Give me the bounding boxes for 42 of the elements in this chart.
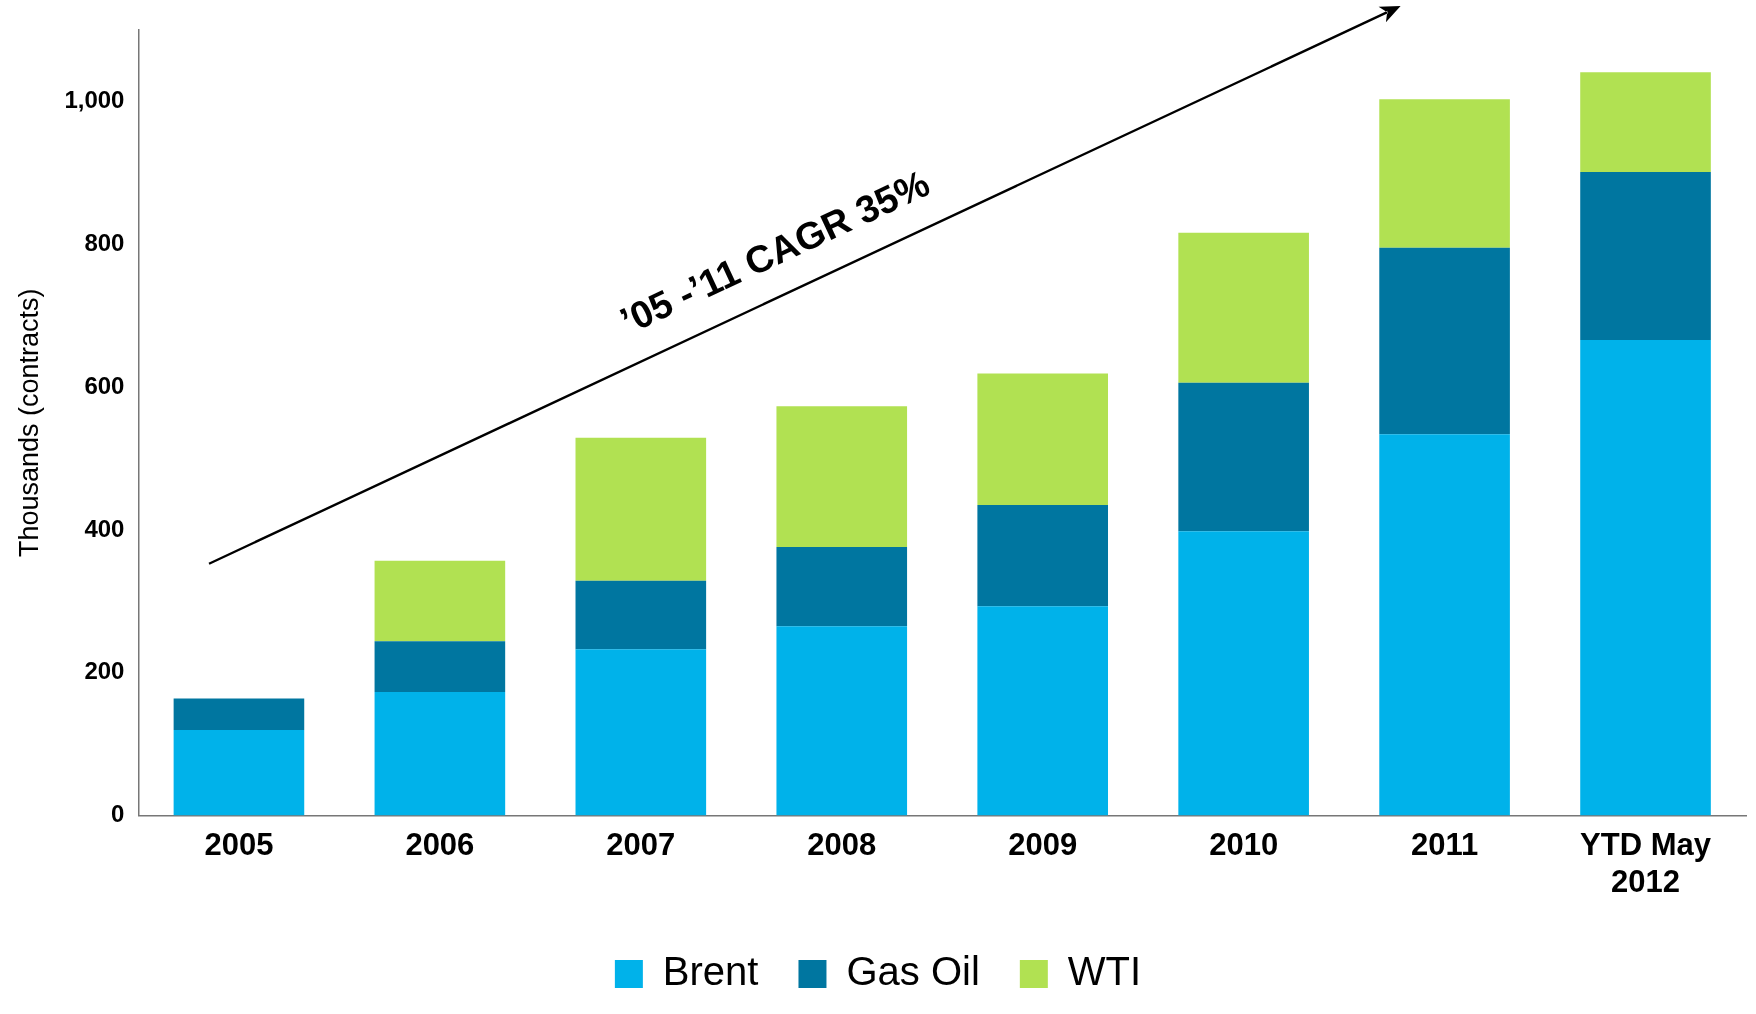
bar <box>575 649 707 816</box>
bar <box>173 729 305 816</box>
bar <box>374 692 506 816</box>
x-tick-label: 2005 <box>204 826 274 862</box>
y-tick-label: 0 <box>111 800 125 828</box>
x-tick-label: 2008 <box>807 826 877 862</box>
bar <box>1178 232 1309 383</box>
bar <box>575 437 707 581</box>
y-tick-label: 600 <box>84 371 125 399</box>
x-tick-label: 2010 <box>1209 826 1279 862</box>
bar <box>575 580 707 650</box>
bar <box>977 606 1109 816</box>
legend-label: WTI <box>1067 949 1142 994</box>
bar <box>1379 434 1510 816</box>
bar <box>1580 172 1711 340</box>
x-tick-label: 2006 <box>405 826 475 862</box>
x-tick-label: 2007 <box>606 826 676 862</box>
bar <box>374 560 506 642</box>
y-tick-label: 800 <box>84 228 125 256</box>
x-tick-label: 2009 <box>1008 826 1078 862</box>
x-tick-label: 2011 <box>1410 826 1479 862</box>
bar <box>977 373 1109 505</box>
bar <box>1580 72 1711 173</box>
annotation: ’05 -’11 CAGR 35% <box>613 162 936 344</box>
bar <box>1178 382 1309 532</box>
bar <box>1379 247 1510 435</box>
bar <box>374 641 506 693</box>
y-tick-label: 200 <box>84 657 125 685</box>
bar <box>1379 99 1510 248</box>
bar <box>977 504 1109 607</box>
bar <box>776 406 908 548</box>
bar <box>776 547 908 627</box>
y-tick-label: 1,000 <box>64 86 125 114</box>
y-axis-title: Thousands (contracts) <box>13 288 44 558</box>
x-tick-label: YTD May 2012 <box>1580 826 1712 899</box>
y-tick-label: 400 <box>84 514 125 542</box>
bar <box>1580 339 1711 816</box>
bar <box>1178 531 1309 816</box>
bar <box>776 626 908 816</box>
bar <box>173 698 305 730</box>
legend-label: Gas Oil <box>846 949 980 994</box>
legend-label: Brent <box>662 949 759 994</box>
